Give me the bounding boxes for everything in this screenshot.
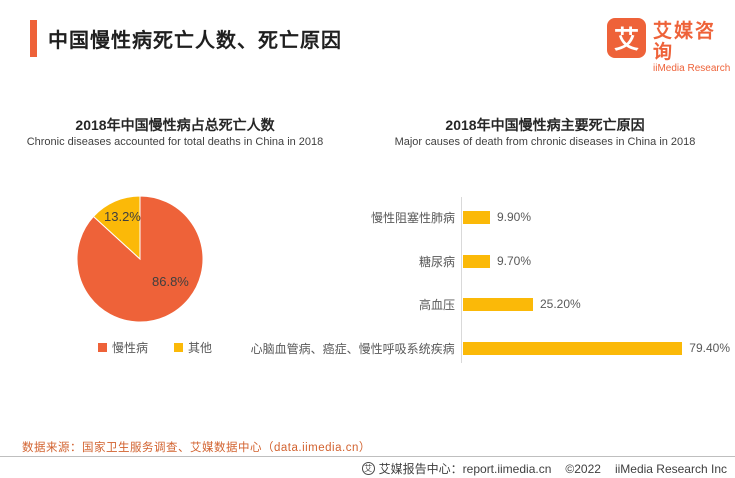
footer-copyright: ©2022 [565, 461, 601, 476]
pie-slice-other [92, 195, 141, 261]
legend-label-chronic-disease: 慢性病 [112, 341, 149, 355]
bar-label-copd: 慢性阻塞性肺病 [370, 210, 455, 225]
legend-item-chronic-disease: 慢性病 [98, 339, 148, 356]
footer-company: iiMedia Research Inc [614, 461, 727, 476]
pie-chart-subtitle: Chronic diseases accounted for total dea… [26, 136, 324, 148]
data-source-note: 数据来源：国家卫生服务调查、艾媒数据中心（data.iimedia.cn） [22, 442, 371, 454]
footer-report-center: 艾媒报告中心：report.iimedia.cn [378, 462, 552, 476]
bar-value-diabetes: 9.70% [497, 254, 532, 268]
legend-swatch-orange [98, 343, 107, 352]
legend-label-other: 其他 [188, 341, 213, 355]
bar-value-cardiovascular-cancer-respiratory: 79.40% [689, 341, 730, 355]
iimedia-logo-text: 艾媒咨询 iiMedia Research [653, 18, 735, 75]
bar-value-hypertension: 25.20% [540, 297, 581, 311]
bar-hypertension [463, 297, 533, 311]
bar-row-copd: 慢性阻塞性肺病 9.90% [240, 205, 730, 229]
bar-row-cardiovascular-cancer-respiratory: 心脑血管病、癌症、慢性呼吸系统疾病 79.40% [240, 336, 730, 360]
bar-diabetes [463, 254, 490, 268]
bar-copd [463, 210, 490, 224]
bar-chart-heading: 2018年中国慢性病主要死亡原因 Major causes of death f… [365, 115, 725, 150]
footer-divider [0, 456, 735, 457]
bar-row-hypertension: 高血压 25.20% [240, 292, 730, 316]
bar-chart-title: 2018年中国慢性病主要死亡原因 [445, 117, 645, 133]
logo-name-cn: 艾媒咨询 [653, 21, 717, 63]
legend-swatch-gold [174, 343, 184, 352]
page-title: 中国慢性病死亡人数、死亡原因 [48, 30, 342, 52]
iimedia-logo-icon: 艾 [607, 18, 647, 58]
title-accent-bar [30, 20, 37, 57]
bar-label-cardiovascular-cancer-respiratory: 心脑血管病、癌症、慢性呼吸系统疾病 [250, 341, 455, 356]
bar-label-diabetes: 糖尿病 [418, 254, 455, 269]
pie-chart [76, 195, 204, 323]
bar-chart-axis-line [461, 197, 462, 363]
pie-chart-title: 2018年中国慢性病占总死亡人数 [75, 117, 275, 133]
pie-legend: 慢性病 其他 [98, 339, 212, 356]
logo-name-en: iiMedia Research [653, 63, 731, 74]
bar-label-hypertension: 高血压 [418, 297, 455, 312]
pie-chart-heading: 2018年中国慢性病占总死亡人数 Chronic diseases accoun… [10, 115, 340, 150]
bar-cardiovascular-cancer-respiratory [462, 341, 683, 355]
iimedia-logo: 艾 艾媒咨询 iiMedia Research [607, 18, 735, 75]
bar-value-copd: 9.90% [497, 210, 532, 224]
bar-chart-subtitle: Major causes of death from chronic disea… [394, 136, 696, 148]
bar-row-diabetes: 糖尿病 9.70% [240, 249, 730, 273]
legend-item-other: 其他 [174, 339, 212, 356]
footer: 艾 艾媒报告中心：report.iimedia.cn ©2022 iiMedia… [361, 460, 727, 477]
pie-value-other: 13.2% [104, 209, 141, 224]
pie-value-chronic-disease: 86.8% [152, 274, 189, 289]
iimedia-badge-icon: 艾 [361, 462, 375, 475]
